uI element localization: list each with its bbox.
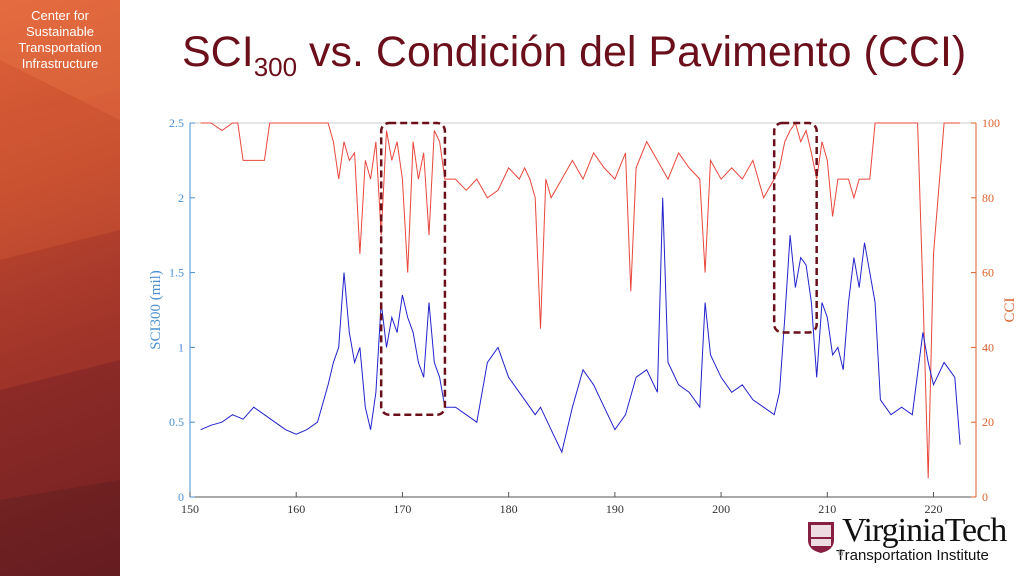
sci300-series-line	[200, 197, 961, 454]
x-tick-label: 170	[393, 502, 411, 516]
title-subscript: 300	[253, 52, 298, 82]
org-name: Center for Sustainable Transportation In…	[18, 8, 102, 71]
y-right-tick-label: 40	[982, 340, 994, 354]
x-tick-label: 210	[818, 502, 836, 516]
y-right-tick-label: 100	[982, 116, 1000, 130]
y-left-tick-label: 0.5	[169, 415, 184, 429]
x-tick-label: 190	[606, 502, 624, 516]
dual-axis-line-chart: 150 160 170 180 190 200 210 220 0 0.5 1 1.5 2 2.5 0 20 4…	[148, 116, 1018, 516]
page-number: 6	[838, 548, 844, 559]
logo-subtitle: Transportation Institute	[836, 547, 989, 564]
y-left-tick-label: 2.5	[169, 116, 184, 130]
highlight-box-2	[772, 121, 818, 334]
y-left-tick-label: 1	[178, 340, 184, 354]
slide-title: SCI300 vs. Condición del Pavimento (CCI)	[182, 28, 966, 83]
x-tick-label: 220	[925, 502, 943, 516]
y-left-tick-label: 2	[178, 191, 184, 205]
x-tick-label: 150	[181, 502, 199, 516]
cci-series-line	[200, 121, 961, 479]
x-tick-label: 200	[712, 502, 730, 516]
y-right-tick-label: 0	[982, 490, 988, 504]
title-main: SCI	[182, 28, 254, 76]
y-right-tick-label: 60	[982, 266, 994, 280]
highlight-box-1	[379, 121, 447, 416]
x-tick-label: 160	[287, 502, 305, 516]
y-right-tick-label: 80	[982, 191, 994, 205]
x-tick-label: 180	[500, 502, 518, 516]
sidebar-panel: Center for Sustainable Transportation In…	[0, 0, 120, 576]
y-left-axis-label: SCI300 (mil)	[148, 270, 164, 350]
title-rest: vs. Condición del Pavimento (CCI)	[297, 28, 967, 76]
sidebar-pattern	[0, 0, 120, 576]
university-seal-icon	[808, 522, 834, 553]
logo-wordmark: VirginiaTech	[842, 512, 1007, 549]
virginia-tech-logo: VirginiaTech Transportation Institute	[806, 512, 1016, 572]
y-left-tick-label: 1.5	[169, 266, 184, 280]
y-left-tick-label: 0	[178, 490, 184, 504]
y-right-tick-label: 20	[982, 415, 994, 429]
y-right-axis-label: CCI	[1002, 297, 1018, 322]
